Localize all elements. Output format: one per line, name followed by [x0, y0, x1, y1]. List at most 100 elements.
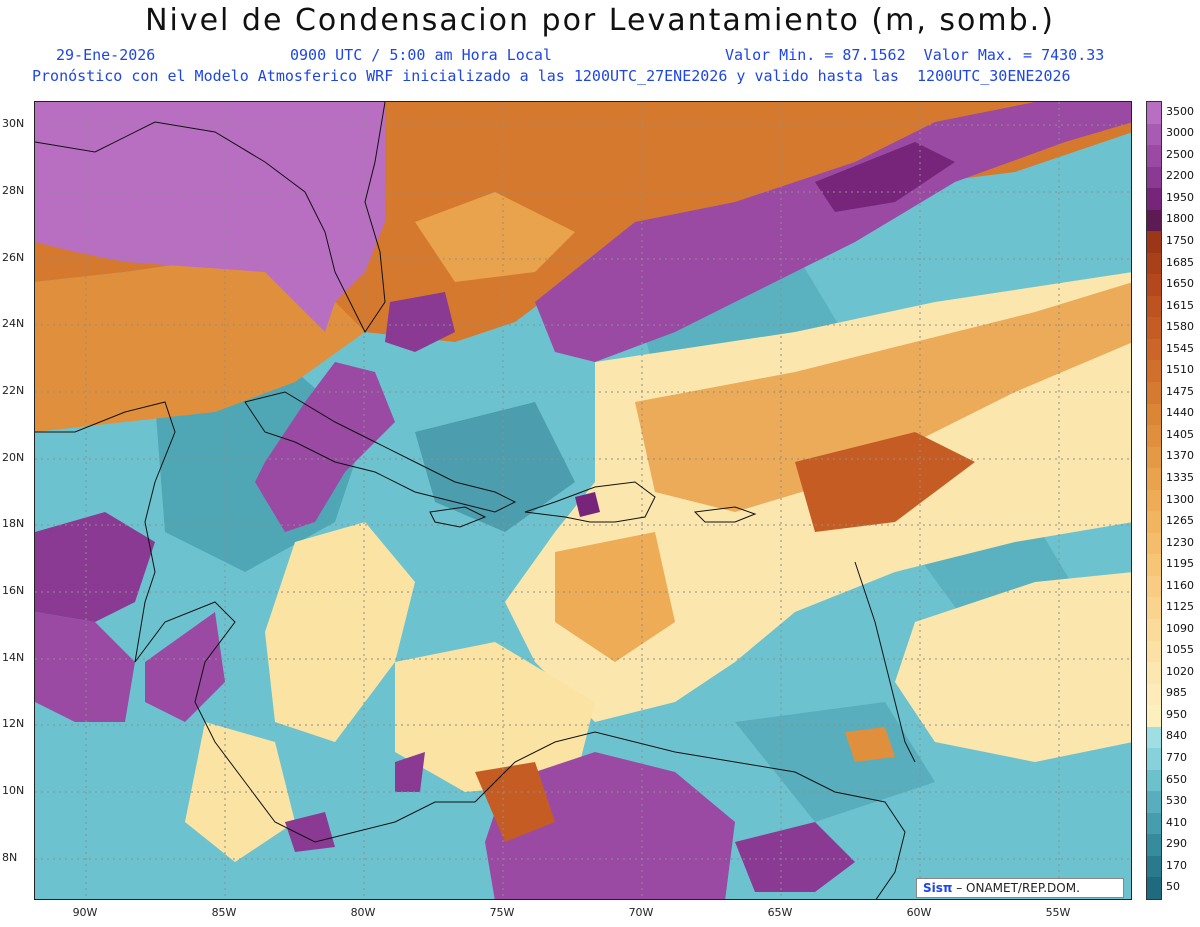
lat-label: 14N	[2, 651, 25, 664]
colorbar-cell	[1147, 812, 1161, 835]
orange-band	[635, 282, 1131, 512]
colorbar-cell	[1147, 382, 1161, 405]
colorbar-label: 1750	[1166, 234, 1194, 247]
colorbar-label: 1510	[1166, 363, 1194, 377]
colorbar-label: 1335	[1166, 470, 1194, 484]
colorbar-label: 840	[1166, 729, 1187, 743]
colorbar-label: 1685	[1166, 255, 1194, 269]
credit-brand: Sisπ	[923, 881, 953, 895]
purple-streak-atlantic	[535, 102, 1131, 362]
lat-label: 24N	[2, 317, 25, 330]
colorbar-cell	[1147, 683, 1161, 706]
colorbar-label: 1950	[1166, 190, 1194, 204]
colorbar-cell	[1147, 209, 1161, 232]
colorbar-label: 3500	[1166, 104, 1194, 118]
lon-label: 60W	[906, 906, 932, 919]
colorbar-label: 1545	[1166, 341, 1194, 355]
model-info: Pronóstico con el Modelo Atmosferico WRF…	[32, 67, 1071, 85]
colorbar-cell	[1147, 489, 1161, 512]
lon-label: 90W	[72, 906, 98, 919]
colorbar-cell	[1147, 618, 1161, 641]
colorbar-cell	[1147, 446, 1161, 469]
colorbar-label: 3000	[1166, 126, 1194, 140]
colorbar-cell	[1147, 123, 1161, 146]
colorbar-cell	[1147, 791, 1161, 814]
colorbar-label: 770	[1166, 750, 1187, 764]
lat-label: 18N	[2, 517, 25, 530]
colorbar-cell	[1147, 231, 1161, 254]
colorbar-label: 1300	[1166, 492, 1194, 506]
colorbar-label: 1160	[1166, 578, 1194, 592]
colorbar-cell	[1147, 877, 1161, 899]
colorbar-cell	[1147, 102, 1161, 125]
credit-text: – ONAMET/REP.DOM.	[952, 881, 1080, 895]
coastlines	[35, 102, 916, 899]
purple-region-bahamas	[385, 292, 455, 352]
orange-patch	[555, 532, 675, 662]
colorbar-label: 410	[1166, 815, 1187, 829]
colorbar-cell	[1147, 295, 1161, 318]
value-range: Valor Min. = 87.1562 Valor Max. = 7430.3…	[725, 46, 1105, 64]
colorbar-cell	[1147, 834, 1161, 857]
colorbar-label: 1265	[1166, 514, 1194, 528]
colorbar-label: 290	[1166, 837, 1187, 851]
forecast-date: 29-Ene-2026	[56, 46, 156, 64]
lat-label: 8N	[2, 851, 18, 864]
purple-region-colombia	[485, 752, 735, 899]
forecast-time: 0900 UTC / 5:00 am Hora Local	[290, 46, 552, 64]
lat-label: 10N	[2, 784, 25, 797]
colorbar-label: 530	[1166, 794, 1187, 808]
colorbar-label: 1615	[1166, 298, 1194, 312]
colorbar-cell	[1147, 748, 1161, 771]
lat-label: 22N	[2, 384, 25, 397]
purple-region-florida	[35, 102, 385, 332]
colorbar-cell	[1147, 726, 1161, 749]
colorbar-label: 650	[1166, 772, 1187, 786]
lat-label: 16N	[2, 584, 25, 597]
colorbar-cell	[1147, 468, 1161, 491]
lat-label: 28N	[2, 184, 25, 197]
gulf-orange-region	[35, 262, 365, 432]
colorbar-cell	[1147, 640, 1161, 663]
colorbar-cell	[1147, 360, 1161, 383]
credit-box: Sisπ – ONAMET/REP.DOM.	[916, 878, 1124, 898]
purple-region-honduras	[145, 612, 225, 722]
orange-patch	[845, 727, 895, 762]
colorbar-label: 1055	[1166, 643, 1194, 657]
map-panel	[34, 101, 1132, 900]
colorbar-cell	[1147, 855, 1161, 878]
colorbar-label: 985	[1166, 686, 1187, 700]
colorbar-label: 2500	[1166, 147, 1194, 161]
colorbar-label: 1650	[1166, 277, 1194, 291]
colorbar-cell	[1147, 662, 1161, 685]
colorbar-cell	[1147, 188, 1161, 211]
lon-label: 75W	[489, 906, 515, 919]
purple-region-guatemala	[35, 612, 135, 722]
colorbar-cell	[1147, 403, 1161, 426]
colorbar-cell	[1147, 575, 1161, 598]
colorbar-label: 1440	[1166, 406, 1194, 420]
cream-field	[395, 642, 595, 792]
colorbar-cell	[1147, 274, 1161, 297]
colorbar-cell	[1147, 705, 1161, 728]
colorbar-label: 1230	[1166, 535, 1194, 549]
purple-patch	[285, 812, 335, 852]
colorbar-label: 1370	[1166, 449, 1194, 463]
cream-field	[265, 522, 415, 742]
colorbar-label: 1125	[1166, 600, 1194, 614]
purple-core	[815, 142, 955, 212]
lon-label: 80W	[350, 906, 376, 919]
colorbar-label: 1800	[1166, 212, 1194, 226]
orange-core	[795, 432, 975, 532]
colorbar-cell	[1147, 252, 1161, 275]
purple-region-cuba	[255, 362, 395, 532]
purple-region-yucatan	[35, 512, 155, 622]
colorbar-label: 1090	[1166, 621, 1194, 635]
cream-field	[895, 572, 1131, 762]
lat-label: 30N	[2, 117, 25, 130]
purple-patch-hispaniola	[575, 492, 600, 517]
lat-label: 20N	[2, 451, 25, 464]
colorbar-label: 1195	[1166, 557, 1194, 571]
colorbar-cell	[1147, 597, 1161, 620]
lon-label: 65W	[767, 906, 793, 919]
